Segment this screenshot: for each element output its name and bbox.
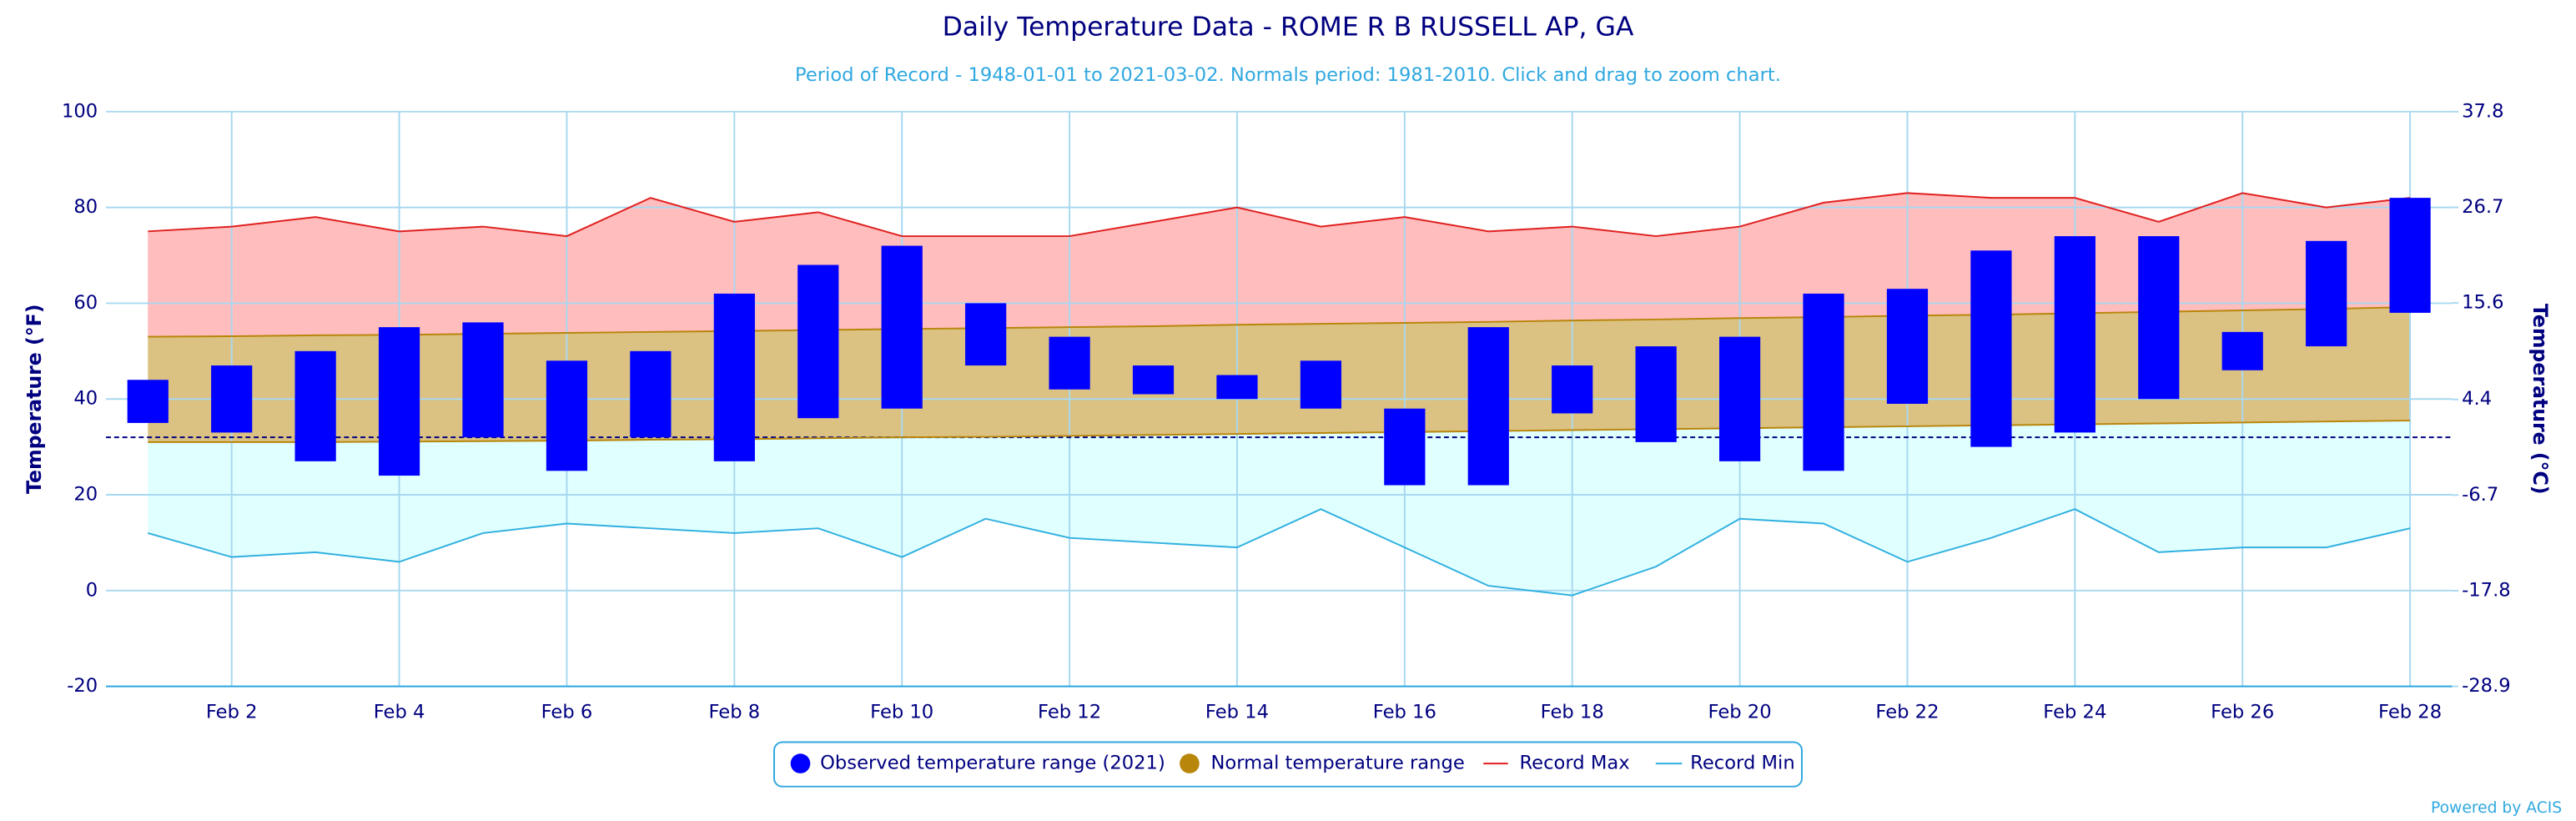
observed-bar (1384, 408, 1426, 486)
y2-tick-label: -28.9 (2462, 675, 2511, 697)
x-tick-label: Feb 4 (374, 702, 425, 723)
x-tick-label: Feb 8 (708, 702, 760, 723)
normal-low-line (148, 420, 2411, 443)
x-tick-label: Feb 10 (870, 702, 933, 723)
y2-tick-label: 4.4 (2462, 388, 2492, 410)
y2-tick-label: -6.7 (2462, 484, 2498, 506)
observed-bar (2054, 236, 2096, 433)
legend-marker (1180, 753, 1200, 773)
observed-bar (1300, 360, 1341, 409)
normal-area (148, 307, 2411, 442)
y-tick-label: 40 (73, 388, 98, 410)
observed-bar (1552, 365, 1593, 414)
y-tick-label: 60 (73, 292, 98, 314)
observed-bar (2138, 236, 2180, 400)
y-tick-label: 20 (73, 484, 98, 506)
y2-axis-label: Temperature (°C) (2528, 304, 2552, 495)
observed-bar (1803, 293, 1844, 471)
observed-bar (1132, 365, 1175, 395)
x-tick-label: Feb 26 (2211, 702, 2274, 723)
y2-tick-label: -17.8 (2462, 579, 2511, 601)
x-tick-label: Feb 18 (1541, 702, 1604, 723)
x-tick-label: Feb 6 (541, 702, 593, 723)
y-tick-label: -20 (67, 675, 98, 697)
chart-subtitle: Period of Record - 1948-01-01 to 2021-03… (795, 64, 1781, 86)
x-tick-label: Feb 22 (1875, 702, 1939, 723)
observed-bar (378, 327, 420, 476)
x-tick-label: Feb 16 (1373, 702, 1436, 723)
x-tick-label: Feb 28 (2378, 702, 2442, 723)
observed-bar (713, 293, 755, 461)
credits: Powered by ACIS (2431, 799, 2562, 817)
legend-marker (790, 753, 811, 773)
x-tick-label: Feb 2 (206, 702, 258, 723)
observed-bar (797, 264, 839, 419)
y-tick-label: 100 (62, 100, 98, 122)
observed-bar (546, 360, 588, 471)
record-min-area (148, 421, 2411, 596)
y2-tick-label: 37.8 (2462, 100, 2503, 122)
observed-bar (1216, 375, 1258, 400)
observed-bar (1718, 336, 1761, 461)
legend-label: Record Min (1690, 753, 1795, 774)
observed-bar (2306, 240, 2347, 347)
record-max-line (148, 192, 2411, 238)
observed-bar (462, 322, 504, 438)
x-tick-label: Feb 20 (1708, 702, 1772, 723)
x-tick-label: Feb 14 (1205, 702, 1269, 723)
chart-title: Daily Temperature Data - ROME R B RUSSEL… (943, 12, 1634, 42)
observed-bar (1886, 289, 1929, 404)
normal-high-line (148, 306, 2411, 338)
record-max-area (148, 193, 2411, 337)
observed-bar (965, 303, 1007, 366)
observed-bar (1635, 346, 1677, 442)
observed-bar (294, 350, 336, 461)
observed-bar (211, 365, 253, 433)
y-tick-label: 80 (73, 196, 98, 218)
observed-bar (2389, 198, 2431, 313)
y-tick-label: 0 (86, 579, 98, 601)
y-axis-label: Temperature (°F) (23, 304, 46, 494)
legend-label: Record Max (1519, 753, 1629, 774)
observed-bar (881, 245, 923, 409)
observed-bar (1049, 336, 1090, 390)
y2-tick-label: 15.6 (2462, 292, 2503, 314)
observed-bar (630, 350, 672, 438)
legend-label: Normal temperature range (1211, 753, 1465, 774)
legend-box (773, 741, 1803, 788)
observed-bar (2221, 331, 2263, 370)
x-tick-label: Feb 12 (1038, 702, 1101, 723)
legend-label: Observed temperature range (2021) (820, 753, 1165, 774)
x-tick-label: Feb 24 (2043, 702, 2106, 723)
observed-bar (1970, 250, 2012, 447)
y2-tick-label: 26.7 (2462, 196, 2503, 218)
observed-bar (127, 380, 169, 423)
record-min-line (147, 508, 2411, 597)
observed-bar (1467, 327, 1509, 486)
